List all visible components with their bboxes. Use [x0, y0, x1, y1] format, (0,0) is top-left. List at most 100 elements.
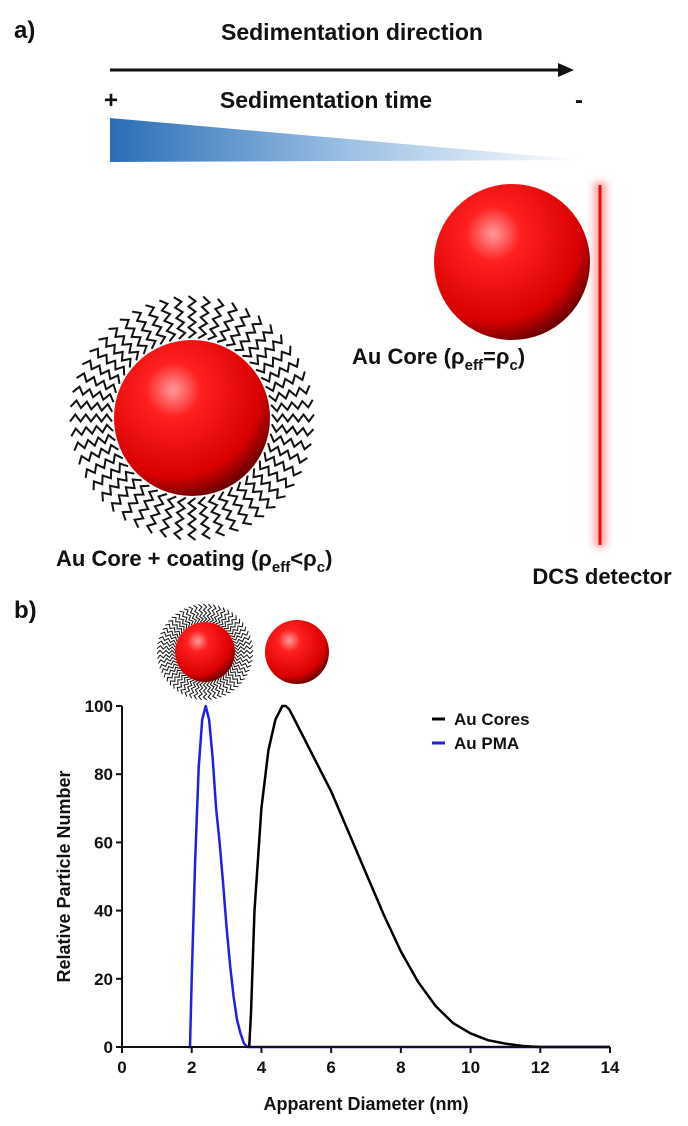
minus-label: -	[575, 87, 583, 114]
chain	[98, 336, 132, 368]
chain	[160, 631, 178, 642]
chain	[206, 603, 213, 623]
chain	[230, 626, 247, 638]
label-part: <ρ	[290, 546, 316, 571]
chain	[206, 681, 212, 700]
chain	[183, 608, 194, 626]
chain	[219, 677, 231, 694]
chain	[267, 442, 308, 465]
y-tick-label: 60	[94, 833, 113, 852]
subscript: eff	[465, 357, 484, 374]
chain	[234, 645, 253, 651]
x-tick-label: 14	[601, 1058, 620, 1077]
chain	[260, 358, 300, 383]
chain	[258, 460, 295, 489]
gradient-wedge	[110, 118, 585, 162]
chain	[173, 296, 187, 340]
chain	[69, 412, 113, 424]
chain	[161, 663, 179, 674]
chain	[215, 607, 226, 625]
panel-label: a)	[14, 17, 35, 44]
label-part: =ρ	[483, 344, 509, 369]
chain	[233, 640, 253, 648]
chain	[186, 497, 198, 541]
chain	[193, 604, 201, 624]
chain	[156, 649, 176, 655]
chain	[132, 310, 157, 350]
chain	[244, 475, 276, 509]
chain	[216, 678, 227, 696]
x-axis-label: Apparent Diameter (nm)	[263, 1094, 468, 1114]
subscript: eff	[272, 559, 291, 576]
chain	[72, 385, 115, 403]
plus-label: +	[104, 87, 118, 114]
chain	[156, 644, 176, 651]
chain	[255, 345, 292, 374]
y-axis-label: Relative Particle Number	[54, 770, 74, 982]
chain	[101, 470, 135, 502]
chain	[271, 412, 315, 424]
chain	[108, 327, 140, 361]
chain	[234, 656, 253, 664]
arrow-head	[558, 63, 574, 77]
core-sphere	[434, 184, 590, 340]
y-tick-label: 40	[94, 902, 113, 921]
chain	[84, 453, 124, 478]
y-tick-label: 0	[104, 1038, 113, 1057]
x-tick-label: 2	[187, 1058, 196, 1077]
coating	[69, 295, 315, 541]
chain	[209, 680, 217, 700]
chain	[209, 604, 217, 623]
chain	[221, 612, 234, 628]
x-tick-label: 12	[531, 1058, 550, 1077]
chain	[159, 495, 177, 538]
x-tick-label: 6	[326, 1058, 335, 1077]
chain	[231, 630, 249, 641]
chain	[198, 604, 204, 623]
chain	[188, 680, 198, 699]
coating	[156, 603, 254, 701]
chain	[121, 484, 150, 521]
chain	[157, 656, 177, 664]
chain	[212, 605, 222, 624]
chain	[70, 423, 114, 437]
chain	[216, 302, 239, 343]
chain	[76, 371, 117, 394]
legend-label: Au Cores	[454, 710, 530, 729]
chart: 0 20 40 60 80 100 0 2 4 6 8 10 12 14 Apparent Diameter…	[54, 697, 620, 1114]
label-part: Au Core + coating (ρ	[56, 546, 272, 571]
chain	[157, 653, 176, 659]
chain	[175, 613, 188, 629]
chain	[197, 681, 204, 701]
chain	[163, 666, 180, 678]
x-tick-label: 4	[257, 1058, 267, 1077]
chain	[180, 678, 192, 695]
chain	[162, 627, 179, 639]
chain	[229, 668, 245, 681]
legend-label: Au PMA	[454, 734, 519, 753]
chain	[184, 679, 195, 697]
chain	[207, 298, 225, 341]
chain	[179, 610, 191, 627]
panel-label: b)	[14, 597, 37, 624]
chain	[133, 489, 159, 529]
y-tick-label: 20	[94, 970, 113, 989]
chain	[228, 622, 244, 635]
core-label: Au Core (ρeff=ρc)	[352, 344, 525, 374]
chain	[231, 665, 248, 677]
chain	[78, 443, 119, 465]
chain	[158, 635, 177, 645]
chain	[265, 371, 306, 393]
chain	[227, 486, 252, 526]
chain	[213, 679, 222, 698]
chain	[176, 676, 189, 692]
chain	[166, 669, 182, 682]
chain	[193, 681, 201, 700]
chain	[197, 496, 211, 540]
chain	[186, 295, 198, 339]
chain	[168, 620, 183, 634]
coated-label: Au Core + coating (ρeff<ρc)	[56, 546, 332, 576]
chain	[69, 398, 114, 413]
